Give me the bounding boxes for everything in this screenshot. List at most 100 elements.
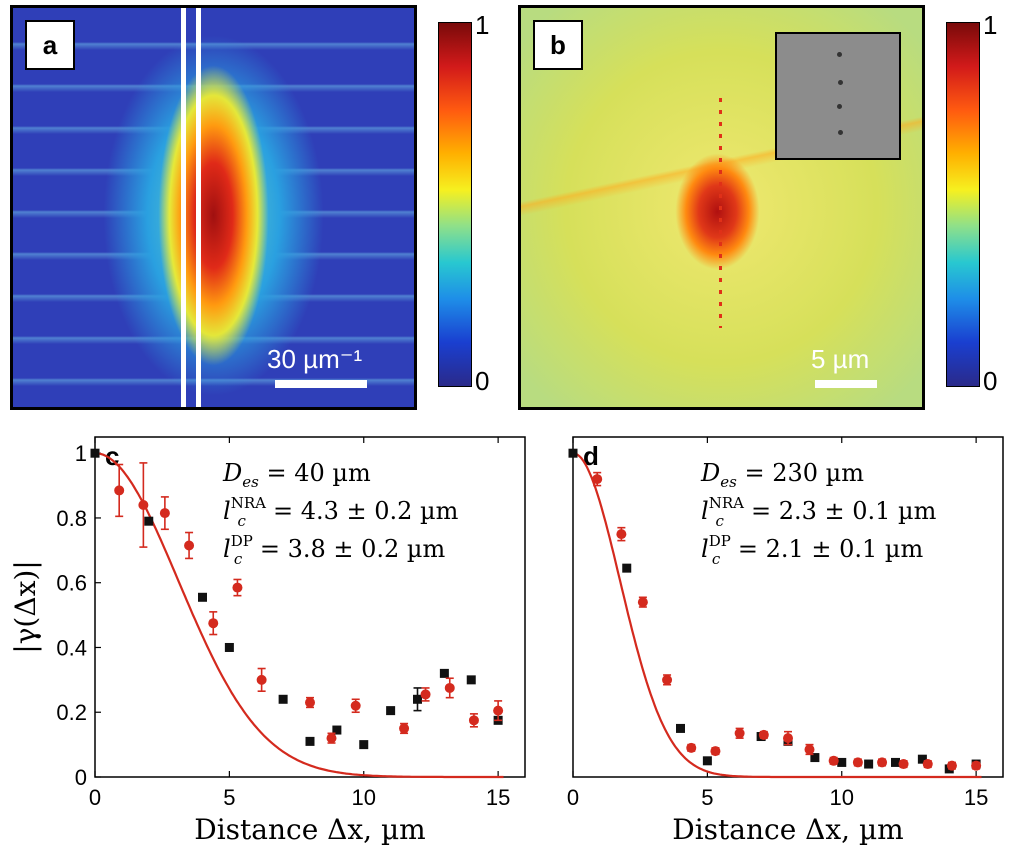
data-point-circle — [493, 705, 504, 716]
y-tick-label: 0.6 — [56, 571, 87, 596]
scalebar-b — [815, 380, 877, 388]
y-tick-label: 0.8 — [56, 506, 87, 531]
x-tick-label: 0 — [567, 785, 579, 810]
x-tick-label: 0 — [89, 785, 101, 810]
panel-label-b: b — [533, 20, 583, 70]
fit-curve — [572, 452, 982, 779]
data-point-circle — [783, 733, 793, 744]
data-point-circle — [758, 729, 769, 740]
data-point-circle — [184, 540, 195, 551]
y-tick-label: 1 — [75, 441, 87, 466]
data-point-circle — [662, 674, 673, 685]
data-point-square — [305, 736, 315, 746]
data-point-circle — [877, 757, 888, 768]
data-point-square — [837, 757, 847, 767]
beamstop-line-1 — [181, 8, 186, 407]
x-axis-label: Distance Δx, µm — [194, 813, 425, 846]
scalebar-a — [275, 380, 367, 388]
plot-frame-c — [94, 436, 526, 778]
panel-label-d: d — [583, 441, 599, 471]
data-point-circle — [208, 618, 219, 629]
y-axis-label: |γ(Δx)| — [9, 560, 42, 653]
colorbar-b-max: 1 — [983, 10, 998, 40]
data-point-circle — [946, 760, 957, 771]
data-point-circle — [710, 746, 721, 757]
data-point-square — [917, 754, 927, 764]
data-point-circle — [305, 697, 315, 708]
data-point-circle — [734, 728, 745, 739]
data-point-circle — [399, 723, 410, 734]
annotation-line: Des = 40 µm — [222, 459, 371, 491]
colorbar-a-min: 0 — [475, 366, 490, 396]
annotation-line: lDP c = 2.1 ± 0.1 µm — [701, 532, 924, 568]
data-point-square — [810, 753, 820, 763]
data-point-circle — [420, 689, 431, 700]
data-point-circle — [828, 755, 839, 766]
data-point-circle — [350, 700, 361, 711]
data-point-circle — [444, 682, 455, 693]
diffraction-image-a: a 30 µm⁻¹ — [10, 5, 417, 410]
annotation-line: lNRA c = 2.3 ± 0.1 µm — [701, 494, 937, 530]
data-point-square — [332, 725, 342, 735]
annotation-line: lDP c = 3.8 ± 0.2 µm — [223, 532, 446, 568]
data-point-circle — [232, 582, 243, 593]
data-point-circle — [468, 715, 479, 726]
data-point-circle — [971, 760, 982, 771]
data-point-circle — [686, 742, 697, 753]
x-tick-label: 10 — [830, 785, 854, 810]
data-point-square — [439, 668, 449, 678]
x-tick-label: 5 — [701, 785, 713, 810]
data-point-circle — [114, 485, 125, 496]
data-point-square — [622, 563, 632, 573]
data-point-square — [198, 592, 207, 602]
x-tick-label: 15 — [964, 785, 988, 810]
data-point-square — [891, 757, 900, 767]
beamstop-line-2 — [196, 8, 201, 407]
colorbar-a-max: 1 — [475, 10, 490, 40]
x-axis-label: Distance Δx, µm — [672, 813, 903, 846]
data-point-circle — [616, 529, 627, 540]
data-point-square — [90, 448, 100, 458]
y-tick-label: 0 — [75, 765, 87, 790]
colorbar-b — [946, 22, 980, 387]
x-tick-label: 15 — [486, 785, 510, 810]
annotation-line: lNRA c = 4.3 ± 0.2 µm — [223, 494, 459, 530]
annotation-line: Des = 230 µm — [700, 459, 864, 491]
data-point-circle — [922, 759, 933, 770]
data-point-square — [864, 759, 874, 769]
streak-line-b — [719, 98, 722, 328]
fit-curve — [94, 452, 504, 779]
x-tick-label: 5 — [223, 785, 235, 810]
inset-image-b — [775, 32, 901, 160]
y-tick-label: 0.2 — [56, 700, 87, 725]
plot-frame-d — [572, 436, 1004, 778]
scalebar-label-b: 5 µm — [811, 344, 870, 374]
colorbar-b-min: 0 — [983, 366, 998, 396]
data-point-circle — [138, 500, 149, 510]
data-point-circle — [592, 474, 603, 485]
data-point-circle — [898, 759, 909, 770]
panel-label-a: a — [25, 20, 75, 70]
data-point-circle — [326, 733, 337, 744]
x-tick-label: 10 — [352, 785, 376, 810]
data-point-circle — [852, 757, 863, 768]
data-point-square — [466, 675, 476, 685]
reconstruction-image-b: b 5 µm — [518, 5, 925, 410]
data-point-circle — [256, 674, 267, 685]
data-point-square — [144, 516, 154, 526]
data-point-square — [702, 756, 712, 766]
data-point-circle — [637, 597, 648, 608]
data-point-circle — [804, 744, 815, 755]
data-point-square — [413, 694, 422, 704]
data-point-square — [676, 723, 685, 733]
y-tick-label: 0.4 — [56, 635, 87, 660]
data-point-square — [568, 448, 578, 458]
scalebar-label-a: 30 µm⁻¹ — [267, 344, 363, 374]
colorbar-a — [438, 22, 472, 387]
data-point-square — [224, 642, 234, 652]
data-point-square — [359, 740, 369, 750]
data-point-square — [278, 694, 288, 704]
